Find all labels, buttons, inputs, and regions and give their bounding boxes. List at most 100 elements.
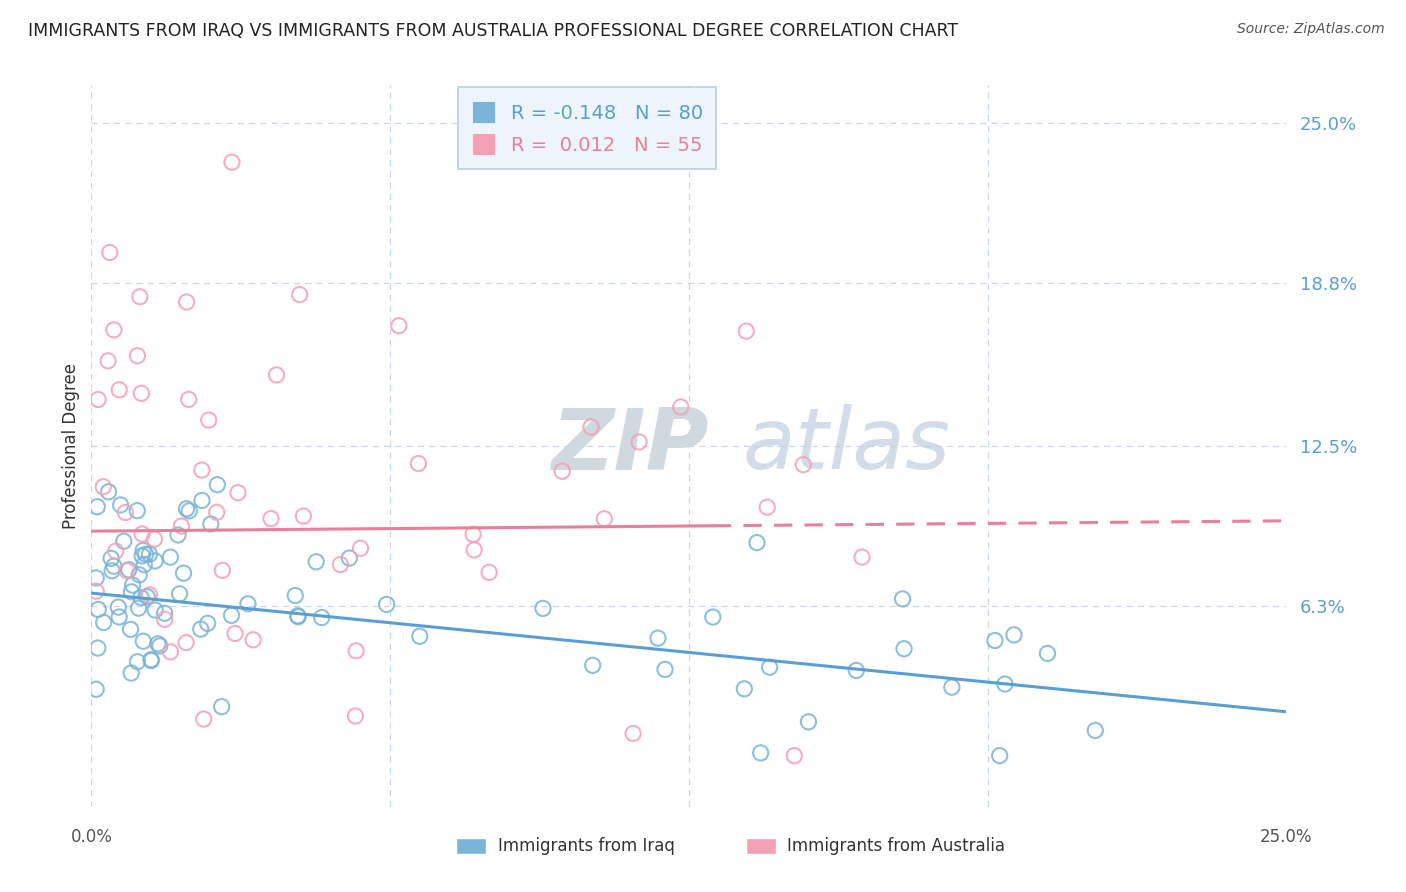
Point xyxy=(669,400,692,414)
Point xyxy=(197,616,219,631)
Point xyxy=(120,623,142,637)
Text: atlas: atlas xyxy=(742,404,950,488)
Point xyxy=(118,563,141,577)
Point xyxy=(136,590,159,604)
Point xyxy=(305,555,328,569)
Point xyxy=(153,607,176,621)
Point xyxy=(138,547,160,561)
Point xyxy=(97,354,120,368)
Point xyxy=(344,644,367,658)
Text: 0.0%: 0.0% xyxy=(70,828,112,846)
Point xyxy=(159,550,181,565)
Point xyxy=(132,634,155,648)
Point xyxy=(191,463,214,477)
Point xyxy=(115,564,138,578)
Text: ZIP: ZIP xyxy=(551,404,709,488)
Y-axis label: Professional Degree: Professional Degree xyxy=(62,363,80,529)
Point xyxy=(134,558,156,572)
Text: Source: ZipAtlas.com: Source: ZipAtlas.com xyxy=(1237,22,1385,37)
Point xyxy=(845,664,868,678)
Point xyxy=(128,567,150,582)
Point xyxy=(579,420,602,434)
Point xyxy=(149,639,172,653)
Point xyxy=(628,434,651,449)
Text: IMMIGRANTS FROM IRAQ VS IMMIGRANTS FROM AUSTRALIA PROFESSIONAL DEGREE CORRELATIO: IMMIGRANTS FROM IRAQ VS IMMIGRANTS FROM … xyxy=(28,22,959,40)
Point xyxy=(797,714,820,729)
Point xyxy=(121,578,143,592)
Point xyxy=(121,585,143,599)
Point xyxy=(1002,628,1025,642)
Point xyxy=(190,622,212,636)
Point xyxy=(84,682,107,697)
Point xyxy=(207,477,229,491)
Point xyxy=(221,608,243,623)
Text: Immigrants from Iraq: Immigrants from Iraq xyxy=(498,838,675,855)
Point xyxy=(224,626,246,640)
Point xyxy=(478,566,501,580)
FancyBboxPatch shape xyxy=(747,838,776,855)
Point xyxy=(176,501,198,516)
Point xyxy=(143,532,166,546)
Point xyxy=(783,748,806,763)
Point xyxy=(127,655,149,669)
Point xyxy=(733,681,755,696)
Point xyxy=(621,726,644,740)
Point xyxy=(551,464,574,478)
Point xyxy=(337,551,360,566)
Point xyxy=(87,392,110,407)
Point xyxy=(138,588,160,602)
Point xyxy=(221,155,243,169)
Point xyxy=(120,666,142,681)
Point xyxy=(179,504,201,518)
Point xyxy=(260,511,283,525)
Point xyxy=(200,516,222,531)
Point xyxy=(941,680,963,694)
Point xyxy=(191,493,214,508)
Point xyxy=(893,641,915,656)
Point xyxy=(139,653,162,667)
Point xyxy=(647,631,669,645)
Point xyxy=(108,383,131,397)
Point xyxy=(236,597,259,611)
Point xyxy=(112,534,135,549)
Point xyxy=(344,709,367,723)
Point xyxy=(226,485,249,500)
Point xyxy=(107,600,129,615)
Point xyxy=(242,632,264,647)
Point xyxy=(127,503,149,517)
Legend: R = -0.148   N = 80, R =  0.012   N = 55: R = -0.148 N = 80, R = 0.012 N = 55 xyxy=(458,87,717,169)
Point xyxy=(153,612,176,626)
Point xyxy=(91,480,114,494)
Point xyxy=(284,589,307,603)
Point xyxy=(197,413,219,427)
Point xyxy=(211,563,233,577)
Point xyxy=(143,554,166,568)
Point xyxy=(409,629,432,643)
Point xyxy=(994,677,1017,691)
Point xyxy=(84,584,107,599)
Point xyxy=(654,662,676,676)
Point xyxy=(174,635,197,649)
Point xyxy=(84,571,107,585)
Point xyxy=(93,615,115,630)
Point xyxy=(135,547,157,561)
Point xyxy=(792,458,814,472)
Point xyxy=(110,498,132,512)
Point xyxy=(756,500,779,515)
Point xyxy=(100,551,122,566)
Point xyxy=(531,601,554,615)
Point xyxy=(131,527,153,541)
Point xyxy=(114,506,136,520)
Point xyxy=(1036,647,1059,661)
Point xyxy=(159,645,181,659)
Point xyxy=(988,748,1011,763)
Point xyxy=(98,245,121,260)
Point xyxy=(86,500,108,514)
Point xyxy=(169,587,191,601)
Point xyxy=(702,610,724,624)
Point xyxy=(127,349,149,363)
Point xyxy=(193,712,215,726)
Point xyxy=(463,542,485,557)
Point xyxy=(311,610,333,624)
Point xyxy=(108,610,131,624)
